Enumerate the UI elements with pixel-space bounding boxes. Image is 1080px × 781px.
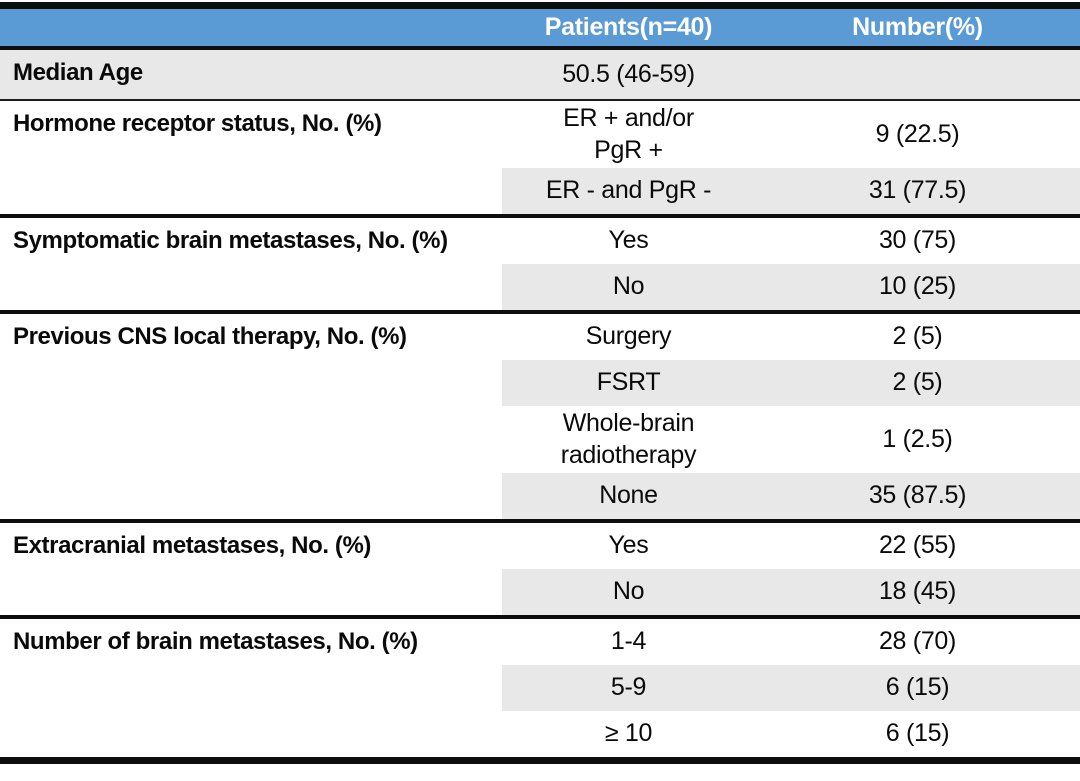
number-cell: 31 (77.5) <box>868 176 967 205</box>
table-row: No 10 (25) <box>502 264 1080 310</box>
number-cell: 2 (5) <box>892 322 943 351</box>
group-rows: 50.5 (46-59) <box>502 50 1080 99</box>
group-label: Symptomatic brain metastases, No. (%) <box>13 227 448 254</box>
table-row: 50.5 (46-59) <box>502 50 1080 99</box>
table-group: Previous CNS local therapy, No. (%) Surge… <box>0 310 1080 519</box>
table-top-border <box>0 2 1080 9</box>
table-row: ER + and/or PgR + 9 (22.5) <box>502 101 1080 168</box>
table-group: Median Age 50.5 (46-59) <box>0 50 1080 99</box>
table-row: No 18 (45) <box>502 569 1080 615</box>
number-cell: 18 (45) <box>878 577 957 606</box>
table-row: ER - and PgR - 31 (77.5) <box>502 168 1080 214</box>
number-cell: 6 (15) <box>885 719 950 748</box>
group-label: Hormone receptor status, No. (%) <box>13 110 382 137</box>
table-bottom-border <box>0 757 1080 764</box>
value-cell: No <box>612 577 645 606</box>
group-label: Number of brain metastases, No. (%) <box>13 628 418 655</box>
value-cell: No <box>612 272 645 301</box>
table-row: 1-4 28 (70) <box>502 619 1080 665</box>
number-cell: 22 (55) <box>878 531 957 560</box>
number-cell: 30 (75) <box>878 226 957 255</box>
value-cell: Yes <box>608 531 649 560</box>
number-cell: 6 (15) <box>885 673 950 702</box>
table-row: Yes 22 (55) <box>502 523 1080 569</box>
group-label: Median Age <box>13 59 143 86</box>
group-label: Extracranial metastases, No. (%) <box>13 532 372 559</box>
value-cell: Yes <box>608 226 649 255</box>
table-group: Hormone receptor status, No. (%) ER + and… <box>0 99 1080 214</box>
value-cell: FSRT <box>596 368 661 397</box>
number-cell: 28 (70) <box>878 627 957 656</box>
value-cell: None <box>599 481 658 510</box>
header-col-number: Number(%) <box>852 13 983 41</box>
number-cell: 2 (5) <box>892 368 943 397</box>
value-cell: ER + and/or PgR + <box>563 104 694 164</box>
number-cell: 35 (87.5) <box>868 481 967 510</box>
table-row: Whole-brain radiotherapy 1 (2.5) <box>502 406 1080 473</box>
table-group: Extracranial metastases, No. (%) Yes 22 (5… <box>0 519 1080 615</box>
value-cell: ER - and PgR - <box>545 176 712 205</box>
group-rows: Surgery 2 (5) FSRT 2 (5) Whole-brain radioth… <box>502 314 1080 519</box>
table-row: 5-9 6 (15) <box>502 665 1080 711</box>
value-cell: 5-9 <box>610 673 647 702</box>
table-row: ≥ 10 6 (15) <box>502 711 1080 757</box>
table-row: FSRT 2 (5) <box>502 360 1080 406</box>
group-rows: Yes 30 (75) No 10 (25) <box>502 218 1080 310</box>
number-cell <box>755 50 1080 99</box>
table-body: Median Age 50.5 (46-59) Hormone receptor s… <box>0 50 1080 757</box>
group-label: Previous CNS local therapy, No. (%) <box>13 323 407 350</box>
table-row: None 35 (87.5) <box>502 473 1080 519</box>
table-group: Number of brain metastases, No. (%) 1-4 28… <box>0 615 1080 757</box>
value-cell: 50.5 (46-59) <box>562 59 695 88</box>
group-rows: Yes 22 (55) No 18 (45) <box>502 523 1080 615</box>
value-cell: ≥ 10 <box>604 719 653 748</box>
table-row: Yes 30 (75) <box>502 218 1080 264</box>
value-cell: Surgery <box>585 322 672 351</box>
value-cell: Whole-brain radiotherapy <box>560 409 697 469</box>
group-rows: 1-4 28 (70) 5-9 6 (15) ≥ 10 6 (15) <box>502 619 1080 757</box>
table-row: Surgery 2 (5) <box>502 314 1080 360</box>
table-group: Symptomatic brain metastases, No. (%) Yes… <box>0 214 1080 310</box>
value-cell: 1-4 <box>610 627 647 656</box>
number-cell: 10 (25) <box>878 272 957 301</box>
header-col-patients: Patients(n=40) <box>544 13 713 41</box>
group-rows: ER + and/or PgR + 9 (22.5) ER - and PgR - 3… <box>502 101 1080 214</box>
table-header: Patients(n=40) Number(%) <box>0 9 1080 50</box>
number-cell: 9 (22.5) <box>875 119 960 148</box>
number-cell: 1 (2.5) <box>882 424 953 453</box>
